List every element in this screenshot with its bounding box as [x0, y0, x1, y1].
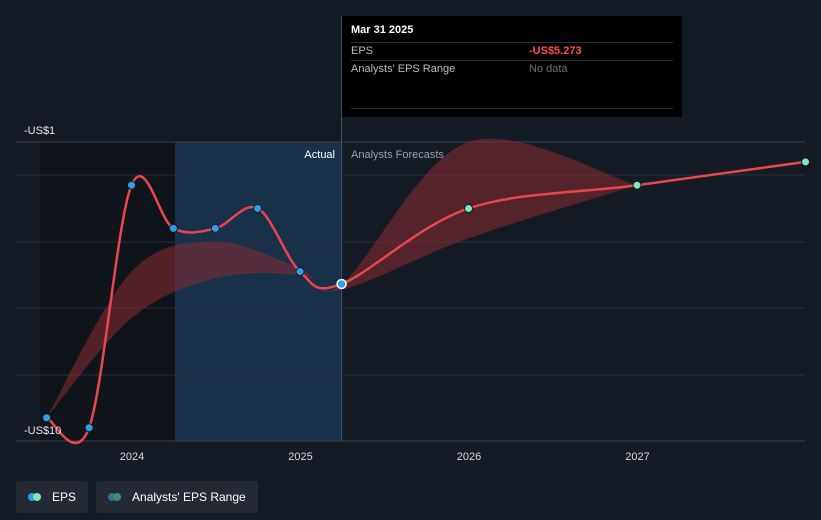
tooltip-range-value: No data [529, 63, 568, 75]
actual-eps-point[interactable] [336, 278, 347, 290]
actual-eps-point[interactable] [253, 203, 263, 213]
forecast-eps-point[interactable] [464, 203, 474, 213]
legend-eps[interactable]: EPS [16, 481, 89, 513]
actual-eps-point[interactable] [295, 267, 305, 277]
eps-tooltip: Mar 31 2025 EPS -US$5.273 Analysts' EPS … [342, 16, 682, 117]
forecast-eps-point[interactable] [801, 157, 811, 167]
actual-region-label: Actual [304, 149, 335, 161]
actual-eps-point[interactable] [42, 413, 52, 423]
x-tick-label: 2024 [120, 451, 144, 463]
tooltip-eps-value: -US$5.273 [529, 45, 582, 57]
tooltip-range-label: Analysts' EPS Range [351, 63, 456, 75]
y-tick-label-top: -US$1 [24, 125, 55, 137]
actual-eps-point[interactable] [168, 223, 178, 233]
forecast-region-label: Analysts Forecasts [351, 149, 444, 161]
x-tick-label: 2027 [625, 451, 649, 463]
actual-eps-point[interactable] [127, 180, 137, 190]
actual-eps-point[interactable] [84, 423, 94, 433]
tooltip-row-range: Analysts' EPS Range No data [351, 60, 673, 78]
x-tick-label: 2025 [288, 451, 312, 463]
range-legend-icon [108, 493, 124, 501]
forecast-eps-point[interactable] [632, 180, 642, 190]
legend-analyst-range[interactable]: Analysts' EPS Range [96, 481, 258, 513]
tooltip-divider [351, 108, 673, 109]
legend-range-label: Analysts' EPS Range [132, 490, 246, 504]
tooltip-date: Mar 31 2025 [351, 24, 414, 36]
legend-eps-label: EPS [52, 490, 77, 504]
actual-highlight-band [175, 142, 342, 441]
actual-eps-point[interactable] [210, 223, 220, 233]
tooltip-eps-label: EPS [351, 45, 374, 57]
tooltip-row-eps: EPS -US$5.273 [351, 42, 673, 60]
x-tick-label: 2026 [457, 451, 481, 463]
chart-legend: EPS Analysts' EPS Range [16, 481, 258, 513]
eps-legend-icon [28, 493, 44, 501]
analyst-range-band [46, 138, 638, 418]
y-tick-label-bottom: -US$10 [24, 425, 61, 437]
